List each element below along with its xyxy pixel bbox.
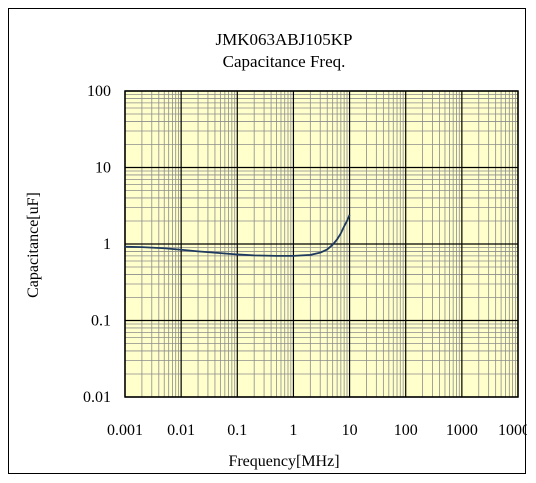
chart-title: JMK063ABJ105KP <box>216 30 353 49</box>
capacitance-series-line <box>124 214 351 257</box>
plot-border <box>124 90 519 398</box>
y-tick-label: 10 <box>95 160 111 177</box>
x-tick-label: 10 <box>342 422 358 439</box>
y-tick-label: 1 <box>103 236 111 253</box>
chart-subtitle: Capacitance Freq. <box>223 52 346 71</box>
x-tick-label: 1 <box>289 422 297 439</box>
x-tick-label: 100 <box>394 422 418 439</box>
chart-frame: JMK063ABJ105KP Capacitance Freq. 0.001 0.… <box>8 8 527 474</box>
y-tick-label: 0.01 <box>83 389 111 406</box>
chart-svg: JMK063ABJ105KP Capacitance Freq. 0.001 0.… <box>25 30 527 470</box>
x-tick-label: 0.1 <box>227 422 247 439</box>
y-axis-label: Capacitance[uF] <box>25 192 42 298</box>
x-tick-label: 1000 <box>446 422 478 439</box>
x-tick-label: 0.01 <box>167 422 195 439</box>
x-tick-label: 0.001 <box>107 422 143 439</box>
y-tick-label: 0.1 <box>91 313 111 330</box>
x-axis-label: Frequency[MHz] <box>228 453 339 470</box>
y-tick-label: 100 <box>87 83 111 100</box>
